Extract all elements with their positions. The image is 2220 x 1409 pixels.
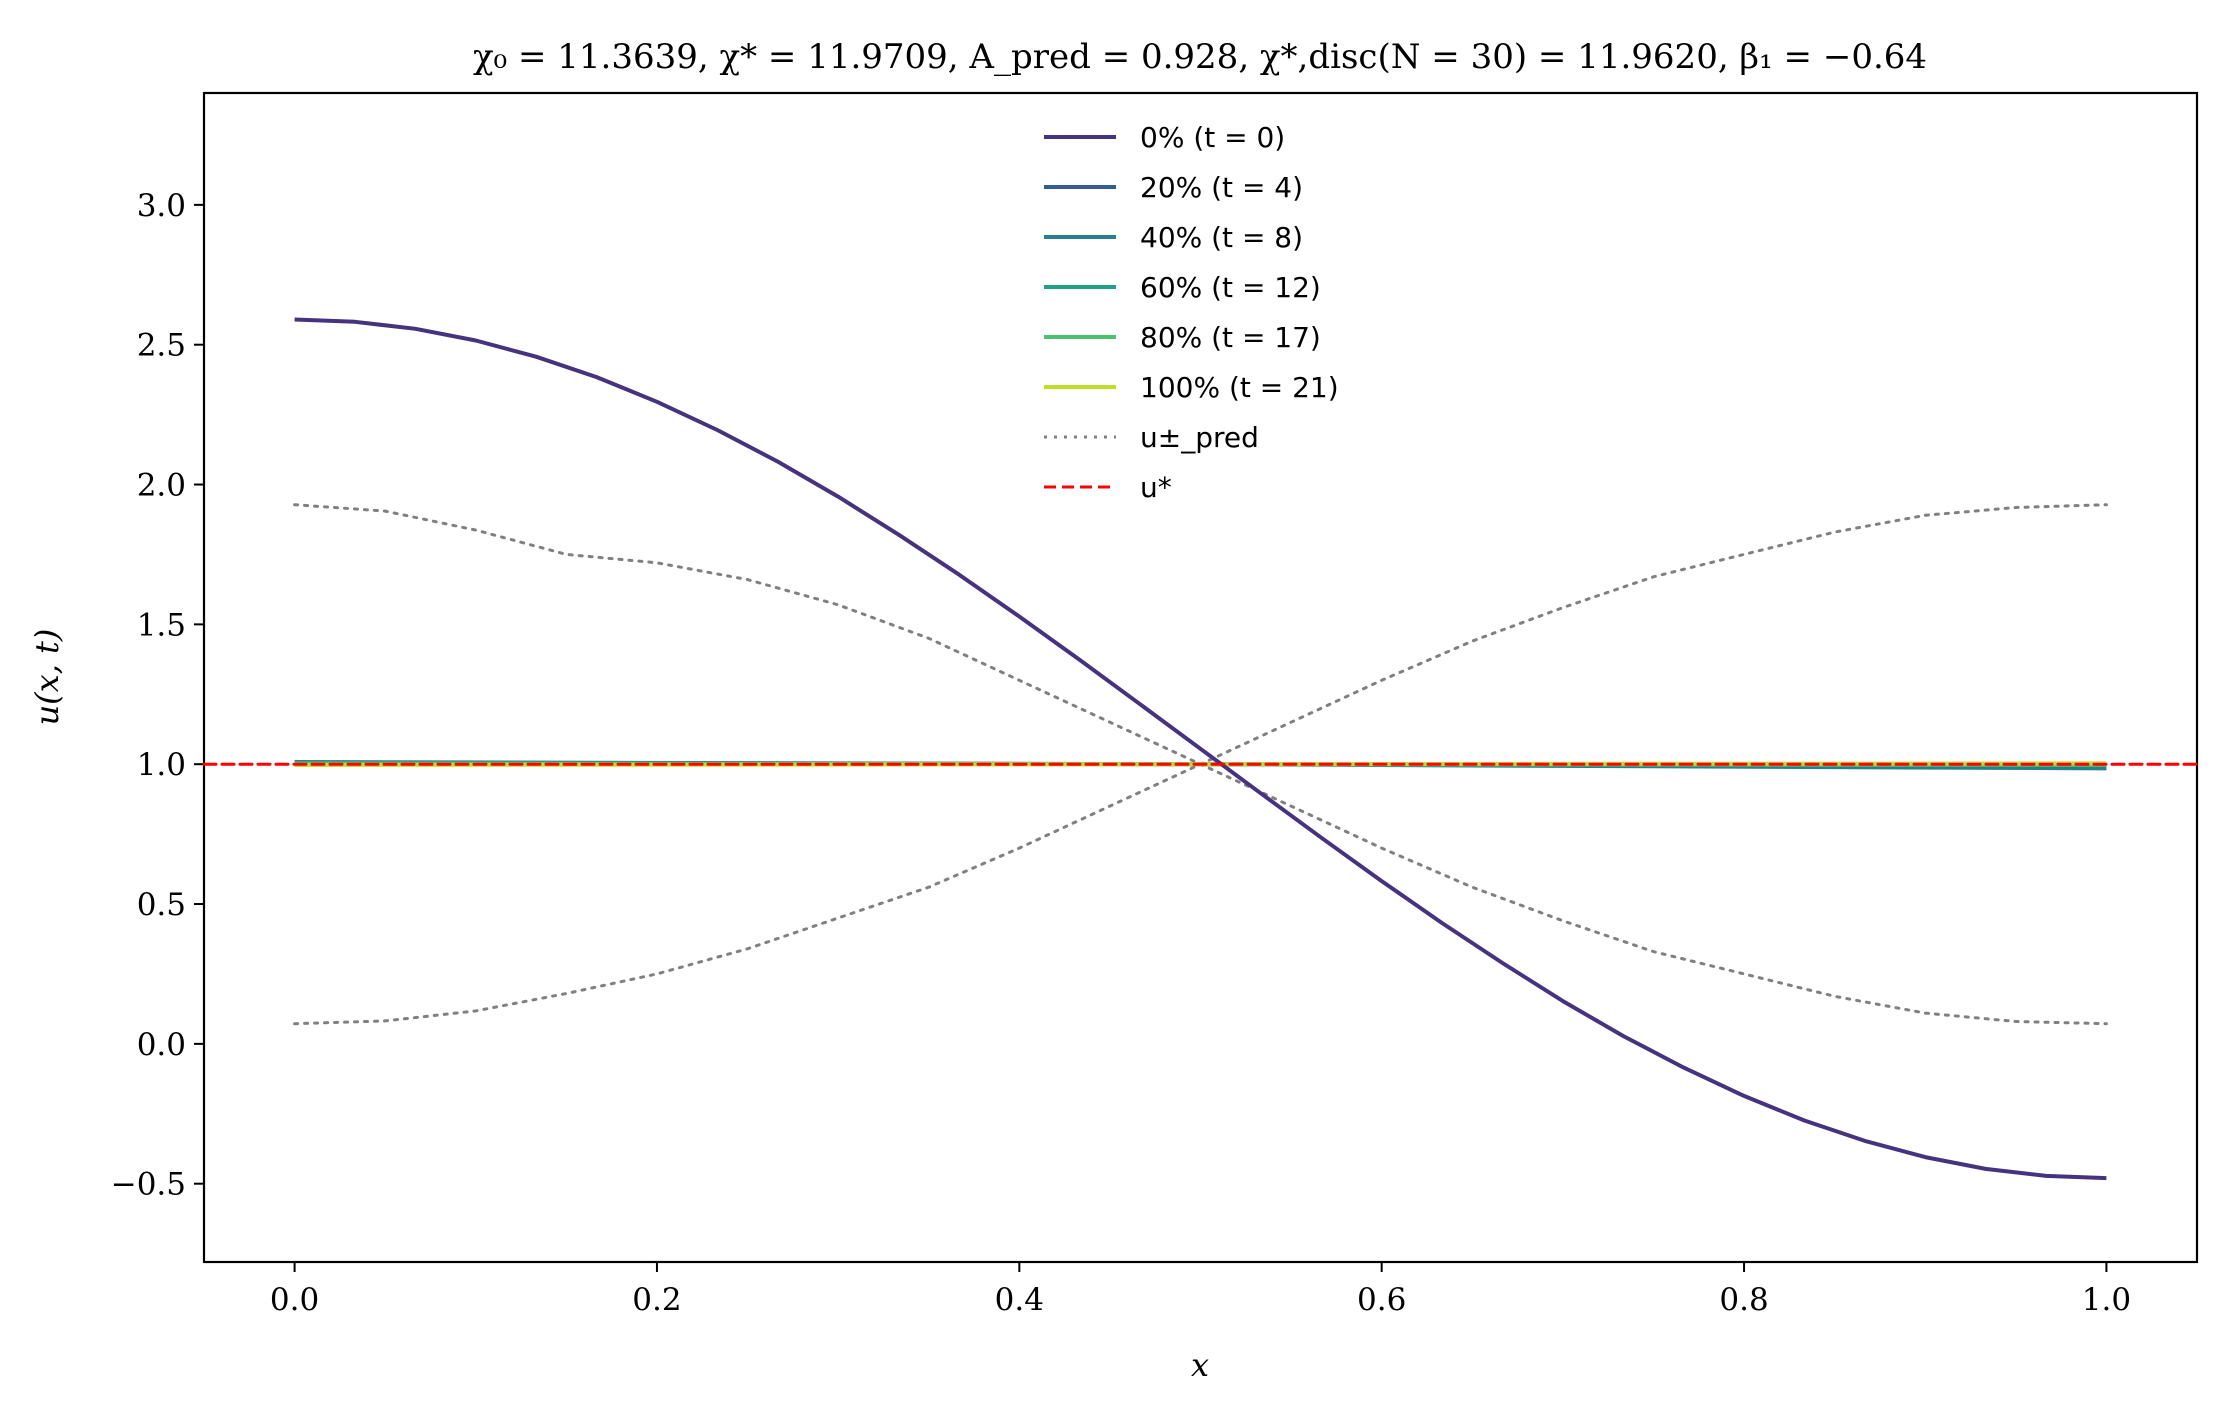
legend-label-1: 20% (t = 4) [1140, 171, 1303, 204]
x-tick-label: 1.0 [2082, 1282, 2131, 1318]
x-axis-label: x [1191, 1346, 1209, 1384]
legend: 0% (t = 0) 20% (t = 4) 40% (t = 8) 60% (t =… [1044, 121, 1339, 504]
series-line-0 [294, 317, 2107, 1181]
legend-label-4: 80% (t = 17) [1140, 321, 1321, 354]
chart-title: χ₀ = 11.3639, χ* = 11.9709, A_pred = 0.9… [473, 37, 1927, 77]
x-tick-label: 0.0 [270, 1282, 319, 1318]
y-tick-label: 1.5 [137, 607, 186, 643]
y-tick-label: 0.5 [137, 887, 186, 923]
legend-label-3: 60% (t = 12) [1140, 271, 1321, 304]
legend-label-0: 0% (t = 0) [1140, 121, 1285, 154]
legend-label-7: u* [1140, 471, 1172, 504]
y-tick-label: 2.5 [137, 328, 186, 364]
x-tick-label: 0.8 [1719, 1282, 1768, 1318]
x-tick-label: 0.4 [995, 1282, 1044, 1318]
axis-ticks: 0.0 0.2 0.4 0.6 0.8 1.0 −0.5 0.0 0.5 1.0 1.5 2.0 2.5… [111, 188, 2131, 1318]
y-tick-label: 1.0 [137, 747, 186, 783]
series-layer [202, 317, 2199, 1181]
x-tick-label: 0.2 [632, 1282, 681, 1318]
legend-label-2: 40% (t = 8) [1140, 221, 1303, 254]
x-tick-label: 0.6 [1357, 1282, 1406, 1318]
y-tick-label: 3.0 [137, 188, 186, 224]
plot-area [202, 91, 2199, 1264]
legend-label-5: 100% (t = 21) [1140, 371, 1339, 404]
y-tick-label: 2.0 [137, 468, 186, 504]
y-axis-label: u(x, t) [28, 629, 66, 726]
y-tick-label: −0.5 [111, 1167, 186, 1203]
legend-label-6: u±_pred [1140, 421, 1259, 454]
y-tick-label: 0.0 [137, 1027, 186, 1063]
